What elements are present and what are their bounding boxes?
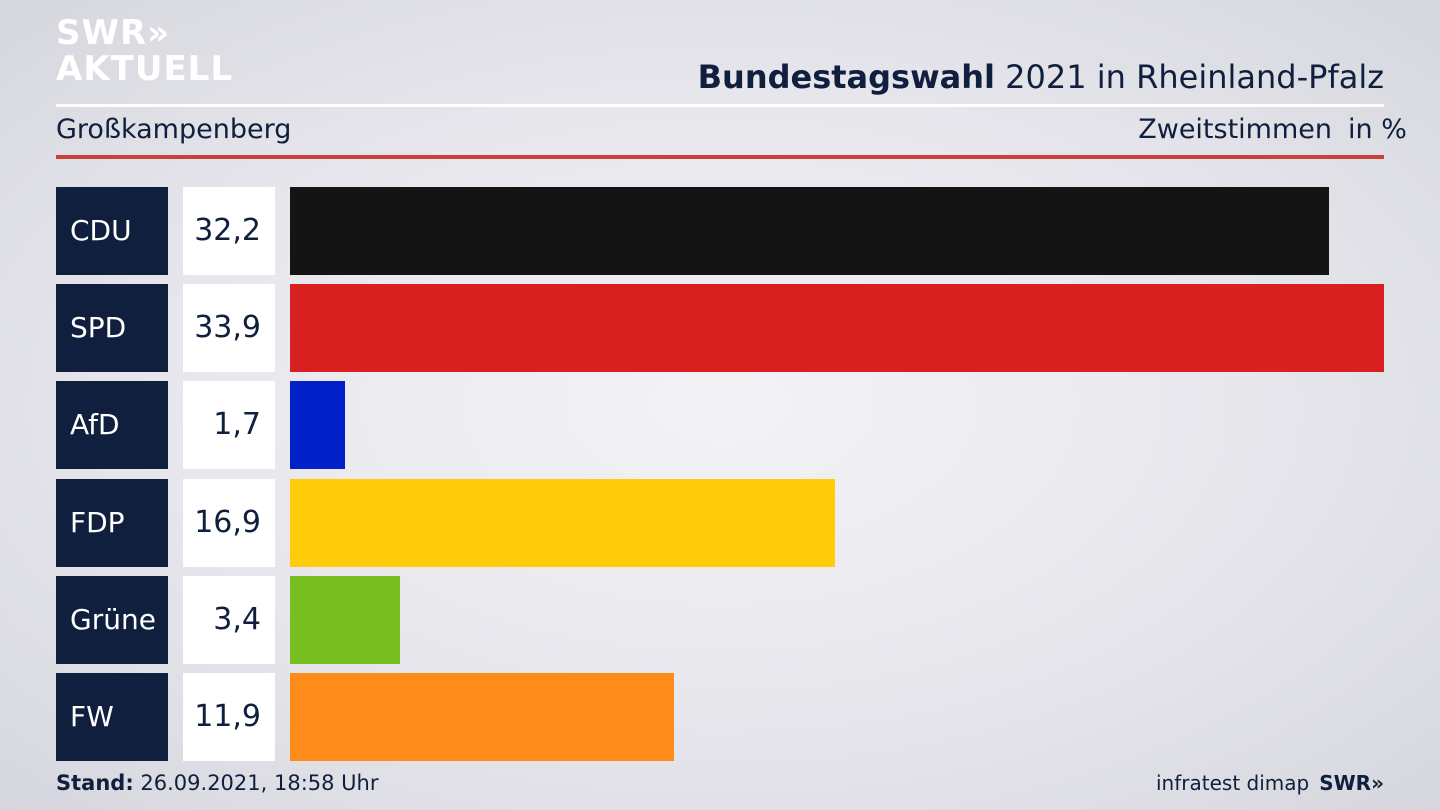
chart-title-bold: Bundestagswahl [697, 58, 995, 96]
value-label: 11,9 [183, 673, 275, 761]
chart-title-rest: 2021 in Rheinland-Pfalz [995, 58, 1384, 96]
party-label: FDP [56, 478, 168, 567]
logo-line-swr: SWR» [56, 13, 171, 53]
value-label: 16,9 [183, 478, 275, 567]
chart-title: Bundestagswahl 2021 in Rheinland-Pfalz [698, 58, 1384, 96]
timestamp: Stand: 26.09.2021, 18:58 Uhr [56, 771, 379, 795]
bar [290, 187, 1330, 275]
bar [290, 575, 400, 664]
bar [290, 284, 1384, 373]
timestamp-label: Stand: [56, 771, 134, 795]
party-label: SPD [56, 284, 168, 373]
source-name: infratest dimap [1156, 771, 1310, 795]
header-divider [56, 104, 1384, 107]
bar [290, 673, 675, 761]
bar [290, 381, 345, 470]
value-label: 1,7 [183, 381, 275, 470]
value-label: 33,9 [183, 284, 275, 373]
party-label: FW [56, 673, 168, 761]
region-name: Großkampenberg [56, 114, 292, 145]
source-credit: infratest dimap SWR» [1156, 771, 1384, 795]
metric-label: Zweitstimmen [1138, 114, 1332, 145]
timestamp-value: 26.09.2021, 18:58 Uhr [133, 771, 379, 795]
party-label: Grüne [56, 575, 168, 664]
subheader-divider [56, 155, 1384, 159]
unit-label: in % [1348, 114, 1407, 145]
value-label: 3,4 [183, 575, 275, 664]
swr-brand-mark: SWR» [1319, 771, 1384, 795]
party-label: CDU [56, 187, 168, 275]
logo-line-aktuell: AKTUELL [56, 49, 234, 89]
bar [290, 478, 836, 567]
party-label: AfD [56, 381, 168, 470]
swr-aktuell-logo: SWR» AKTUELL [56, 16, 233, 86]
value-label: 32,2 [183, 187, 275, 275]
